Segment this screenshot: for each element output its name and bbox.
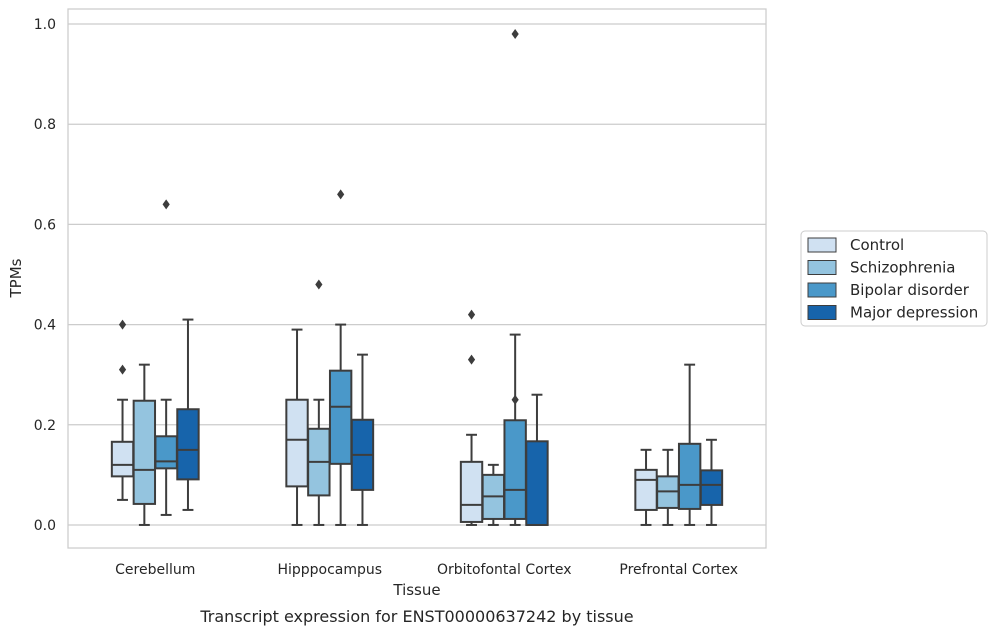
box-plot-chart: 0.0 0.2 0.4 0.6 0.8 1.0 Cerebellum Hipppocampu… xyxy=(0,0,997,634)
legend-swatch xyxy=(808,261,836,275)
legend-swatch xyxy=(808,238,836,252)
box-iqr xyxy=(155,436,176,468)
box-iqr xyxy=(330,371,351,464)
box-iqr xyxy=(526,441,547,525)
legend-swatch xyxy=(808,306,836,320)
box-iqr xyxy=(112,442,133,477)
box-iqr xyxy=(504,420,525,519)
box-iqr xyxy=(635,470,656,510)
box-iqr xyxy=(701,470,722,505)
x-tick-label: Prefrontal Cortex xyxy=(619,562,738,578)
legend-label: Bipolar disorder xyxy=(850,281,970,299)
x-tick-label: Cerebellum xyxy=(115,562,195,578)
x-tick-label: Orbitofontal Cortex xyxy=(437,562,572,578)
box-iqr xyxy=(286,400,307,487)
y-tick-label: 0.0 xyxy=(34,518,56,534)
legend: Control Schizophrenia Bipolar disorder Majo… xyxy=(801,231,987,326)
x-axis-label: Tissue xyxy=(392,581,440,599)
box-iqr xyxy=(461,462,482,522)
y-tick-label: 0.6 xyxy=(34,217,56,233)
box-iqr xyxy=(679,444,700,509)
box-iqr xyxy=(134,401,155,504)
figure-caption: Transcript expression for ENST0000063724… xyxy=(199,607,633,626)
y-axis-ticks: 0.0 0.2 0.4 0.6 0.8 1.0 xyxy=(34,17,56,534)
legend-label: Major depression xyxy=(850,304,978,322)
y-axis-label: TPMs xyxy=(7,258,25,298)
y-tick-label: 0.8 xyxy=(34,117,56,133)
x-tick-label: Hipppocampus xyxy=(277,562,382,578)
legend-label: Schizophrenia xyxy=(850,259,955,277)
y-tick-label: 0.2 xyxy=(34,418,56,434)
x-axis-ticks: Cerebellum Hipppocampus Orbitofontal Corte… xyxy=(115,562,738,578)
legend-label: Control xyxy=(850,236,904,254)
box-iqr xyxy=(177,409,198,479)
y-tick-label: 1.0 xyxy=(34,17,56,33)
y-tick-label: 0.4 xyxy=(34,318,56,334)
legend-swatch xyxy=(808,283,836,297)
